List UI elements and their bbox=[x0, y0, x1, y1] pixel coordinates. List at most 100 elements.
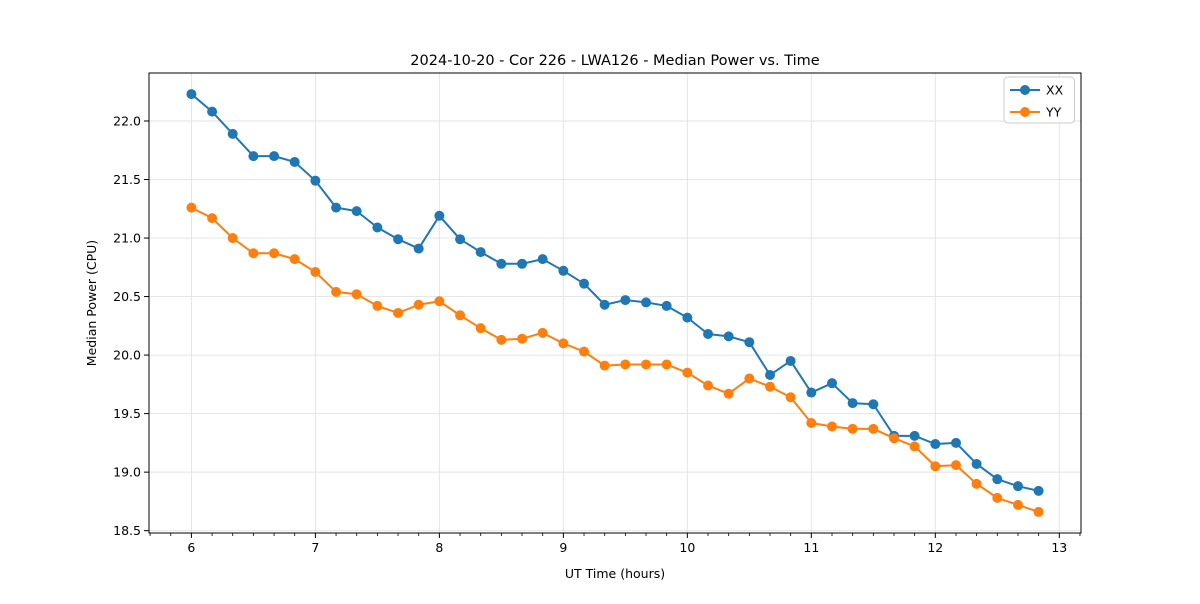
data-point-YY bbox=[434, 296, 445, 307]
data-point-XX bbox=[434, 210, 445, 221]
data-point-YY bbox=[227, 233, 238, 244]
data-point-XX bbox=[269, 151, 280, 162]
y-tick-label: 19.0 bbox=[113, 465, 141, 480]
data-point-XX bbox=[930, 439, 941, 450]
data-point-YY bbox=[558, 338, 569, 349]
x-axis-label: UT Time (hours) bbox=[565, 566, 665, 581]
x-tick-label: 10 bbox=[679, 540, 695, 555]
data-point-YY bbox=[641, 359, 652, 370]
legend: XX YY bbox=[1003, 76, 1075, 124]
data-point-YY bbox=[847, 423, 858, 434]
legend-marker bbox=[1020, 85, 1030, 95]
data-series bbox=[186, 89, 1044, 517]
tick-labels: 6 7 8 9 10 11 12 13 18.5 19.0 19.5 20.0 20.5 21.0 21.5… bbox=[113, 113, 1067, 555]
y-tick-label: 21.5 bbox=[113, 172, 141, 187]
data-point-XX bbox=[868, 399, 879, 410]
y-tick-label: 20.0 bbox=[113, 348, 141, 363]
data-point-XX bbox=[393, 234, 404, 245]
data-point-YY bbox=[827, 421, 838, 432]
data-point-YY bbox=[992, 492, 1003, 503]
data-point-XX bbox=[579, 278, 590, 289]
data-point-YY bbox=[868, 423, 879, 434]
data-point-XX bbox=[207, 106, 218, 117]
data-point-YY bbox=[765, 381, 776, 392]
data-point-XX bbox=[1013, 481, 1024, 492]
data-point-YY bbox=[1013, 499, 1024, 510]
data-point-YY bbox=[744, 373, 755, 384]
data-point-YY bbox=[475, 323, 486, 334]
chart-title: 2024-10-20 - Cor 226 - LWA126 - Median P… bbox=[410, 53, 819, 69]
data-point-YY bbox=[1033, 506, 1044, 517]
y-tick-label: 21.0 bbox=[113, 231, 141, 246]
x-tick-label: 11 bbox=[803, 540, 819, 555]
data-point-XX bbox=[517, 258, 528, 269]
data-point-YY bbox=[310, 266, 321, 277]
data-point-YY bbox=[248, 248, 259, 259]
data-point-YY bbox=[889, 433, 900, 444]
y-tick-label: 18.5 bbox=[113, 523, 141, 538]
data-point-YY bbox=[455, 310, 466, 321]
data-point-YY bbox=[537, 327, 548, 338]
data-point-YY bbox=[971, 478, 982, 489]
data-point-XX bbox=[351, 206, 362, 217]
legend-entry-label: XX bbox=[1046, 83, 1064, 98]
legend-marker bbox=[1020, 107, 1030, 117]
series-line-YY bbox=[190, 206, 1039, 513]
legend-box bbox=[1003, 76, 1075, 124]
data-point-YY bbox=[599, 360, 610, 371]
data-point-XX bbox=[331, 202, 342, 213]
data-point-YY bbox=[331, 286, 342, 297]
data-point-XX bbox=[413, 243, 424, 254]
data-point-XX bbox=[744, 337, 755, 348]
data-point-YY bbox=[496, 334, 507, 345]
data-point-YY bbox=[785, 392, 796, 403]
data-point-YY bbox=[909, 441, 920, 452]
data-point-XX bbox=[248, 151, 259, 162]
data-point-XX bbox=[992, 474, 1003, 485]
data-point-XX bbox=[372, 222, 383, 233]
data-point-XX bbox=[496, 258, 507, 269]
data-point-XX bbox=[558, 265, 569, 276]
data-point-XX bbox=[475, 247, 486, 258]
x-tick-label: 7 bbox=[311, 540, 319, 555]
data-point-XX bbox=[827, 378, 838, 389]
data-point-XX bbox=[951, 437, 962, 448]
axis-ticks bbox=[144, 120, 1081, 538]
data-point-XX bbox=[289, 156, 300, 167]
x-tick-label: 8 bbox=[435, 540, 443, 555]
data-point-XX bbox=[620, 295, 631, 306]
data-point-XX bbox=[785, 355, 796, 366]
data-point-XX bbox=[537, 254, 548, 265]
data-point-XX bbox=[909, 430, 920, 441]
data-point-YY bbox=[413, 299, 424, 310]
data-point-XX bbox=[847, 398, 858, 409]
data-point-YY bbox=[186, 202, 197, 213]
data-point-XX bbox=[455, 234, 466, 245]
data-point-XX bbox=[310, 175, 321, 186]
data-point-XX bbox=[599, 299, 610, 310]
data-point-XX bbox=[661, 300, 672, 311]
data-point-YY bbox=[372, 300, 383, 311]
data-point-XX bbox=[723, 331, 734, 342]
y-tick-label: 19.5 bbox=[113, 406, 141, 421]
data-point-YY bbox=[207, 213, 218, 224]
data-point-YY bbox=[579, 346, 590, 357]
data-point-YY bbox=[351, 289, 362, 300]
data-point-XX bbox=[641, 297, 652, 308]
data-point-YY bbox=[930, 461, 941, 472]
y-tick-label: 20.5 bbox=[113, 289, 141, 304]
data-point-YY bbox=[269, 248, 280, 259]
gridlines bbox=[149, 73, 1081, 533]
plot-frame bbox=[148, 72, 1082, 534]
data-point-XX bbox=[703, 329, 714, 340]
x-tick-label: 12 bbox=[927, 540, 943, 555]
data-point-YY bbox=[289, 254, 300, 265]
y-axis-label: Median Power (CPU) bbox=[84, 240, 99, 366]
data-point-YY bbox=[393, 307, 404, 318]
data-point-XX bbox=[765, 369, 776, 380]
data-point-XX bbox=[971, 458, 982, 469]
data-point-XX bbox=[227, 128, 238, 139]
data-point-YY bbox=[806, 417, 817, 428]
